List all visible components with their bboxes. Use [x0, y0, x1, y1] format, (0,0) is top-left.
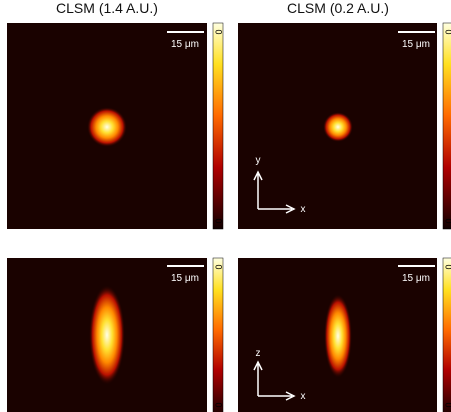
panel: 15 μm 0 0 [7, 258, 224, 412]
panel: 15 μm 0 0 [7, 23, 224, 229]
colorbar-label: 0 [444, 218, 451, 223]
column-title: CLSM (0.2 A.U.) [287, 0, 389, 16]
psf-spot [87, 107, 127, 147]
colorbar [213, 258, 223, 412]
figure: CLSM (1.4 A.U.) CLSM (0.2 A.U.) 15 μm 0 … [0, 0, 451, 412]
scale-label: 15 μm [402, 273, 430, 284]
axis-label: z [256, 348, 261, 359]
colorbar-label: 0 [214, 402, 224, 407]
psf-spot [323, 112, 353, 142]
panel: 15 μm z x 0 0 [238, 258, 451, 412]
axis-label: x [301, 204, 306, 215]
axis-label: y [256, 155, 261, 166]
column-title: CLSM (1.4 A.U.) [56, 0, 158, 16]
psf-spot [324, 294, 352, 378]
panel: 15 μm y x 0 0 [238, 23, 451, 229]
colorbar-label: 0 [214, 218, 224, 223]
colorbar [443, 258, 451, 412]
colorbar-label: 0 [444, 402, 451, 407]
scale-label: 15 μm [402, 39, 430, 50]
colorbar-label: 0 [444, 29, 451, 34]
colorbar [443, 23, 451, 229]
scale-label: 15 μm [171, 39, 199, 50]
scale-label: 15 μm [171, 273, 199, 284]
psf-spot [89, 285, 125, 385]
colorbar-label: 0 [214, 29, 224, 34]
colorbar [213, 23, 223, 229]
colorbar-label: 0 [444, 264, 451, 269]
colorbar-label: 0 [214, 264, 224, 269]
axis-label: x [301, 391, 306, 402]
